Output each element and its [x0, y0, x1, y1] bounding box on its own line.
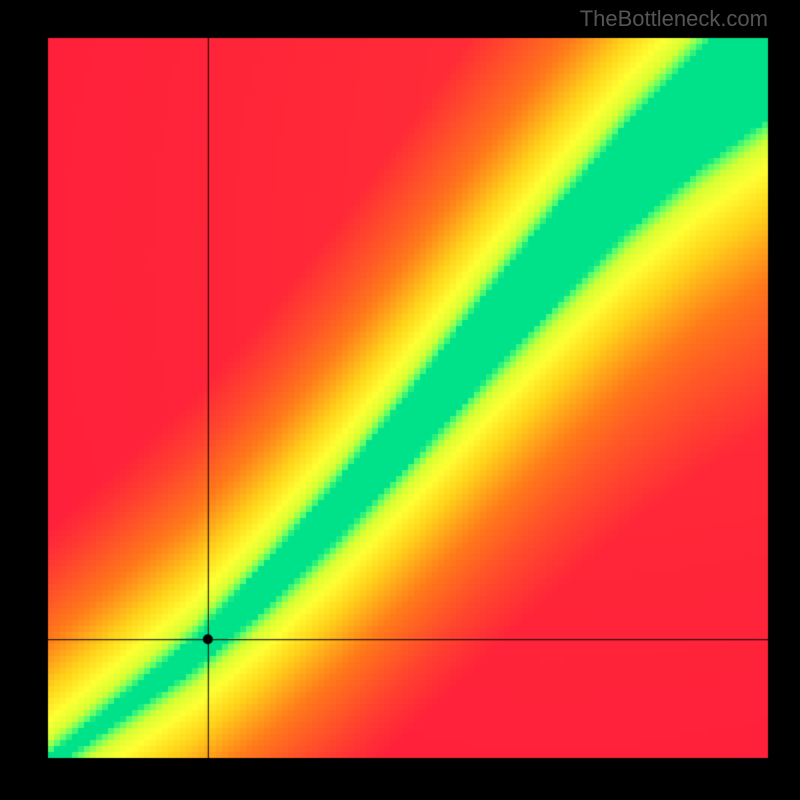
chart-container: TheBottleneck.com	[0, 0, 800, 800]
watermark-text: TheBottleneck.com	[580, 6, 768, 32]
bottleneck-heatmap	[0, 0, 800, 800]
